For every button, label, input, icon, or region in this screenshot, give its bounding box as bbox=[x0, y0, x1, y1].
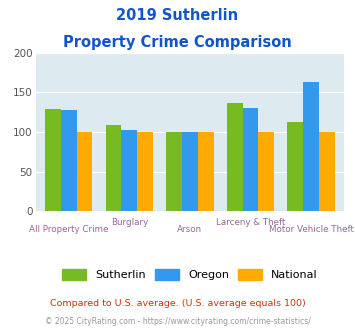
Bar bbox=[77, 132, 92, 211]
Text: Compared to U.S. average. (U.S. average equals 100): Compared to U.S. average. (U.S. average … bbox=[50, 299, 305, 308]
Bar bbox=[198, 132, 214, 211]
Bar bbox=[182, 132, 198, 211]
Bar bbox=[106, 125, 121, 211]
Legend: Sutherlin, Oregon, National: Sutherlin, Oregon, National bbox=[58, 265, 322, 285]
Text: Burglary: Burglary bbox=[111, 218, 148, 227]
Text: Larceny & Theft: Larceny & Theft bbox=[216, 218, 285, 227]
Text: All Property Crime: All Property Crime bbox=[29, 225, 109, 234]
Bar bbox=[258, 132, 274, 211]
Bar bbox=[242, 108, 258, 211]
Bar bbox=[45, 109, 61, 211]
Bar bbox=[166, 132, 182, 211]
Text: Arson: Arson bbox=[178, 225, 202, 234]
Bar bbox=[303, 82, 319, 211]
Bar bbox=[227, 103, 242, 211]
Bar bbox=[288, 122, 303, 211]
Bar bbox=[137, 132, 153, 211]
Text: Motor Vehicle Theft: Motor Vehicle Theft bbox=[269, 225, 354, 234]
Bar bbox=[61, 110, 77, 211]
Text: Property Crime Comparison: Property Crime Comparison bbox=[63, 35, 292, 50]
Text: © 2025 CityRating.com - https://www.cityrating.com/crime-statistics/: © 2025 CityRating.com - https://www.city… bbox=[45, 317, 310, 326]
Bar bbox=[121, 130, 137, 211]
Bar bbox=[319, 132, 335, 211]
Text: 2019 Sutherlin: 2019 Sutherlin bbox=[116, 8, 239, 23]
